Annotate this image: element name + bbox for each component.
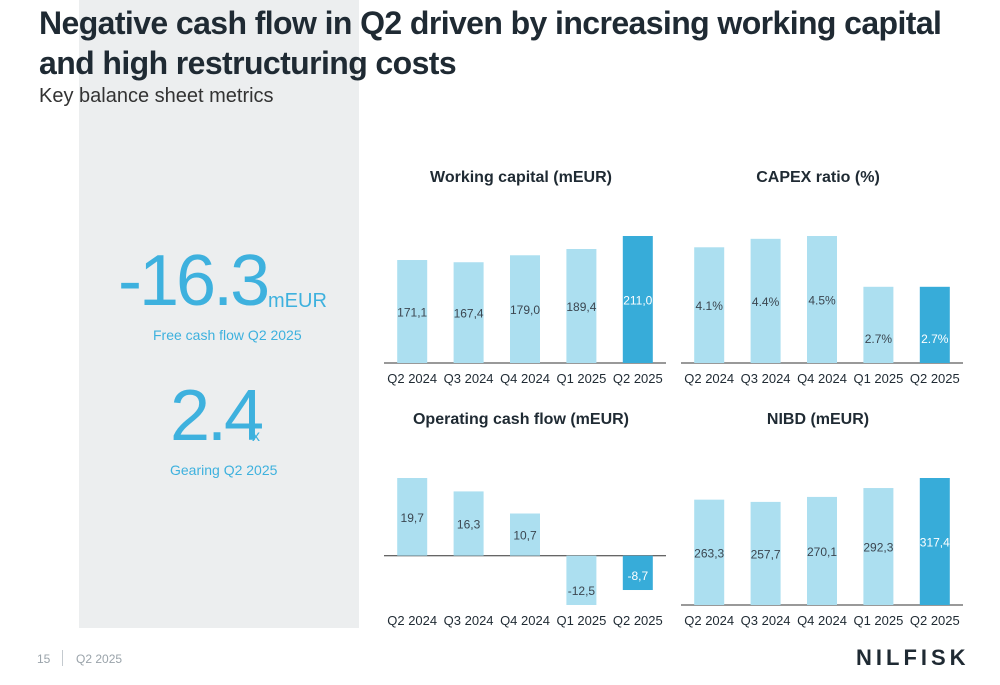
kpi-background-panel [79, 0, 359, 628]
x-tick-label: Q4 2024 [797, 371, 847, 386]
x-tick-label: Q4 2024 [500, 613, 550, 628]
data-label: -12,5 [568, 584, 596, 598]
bar-q2-2024 [694, 499, 725, 605]
chart-title: CAPEX ratio (%) [756, 169, 880, 186]
data-label: 10,7 [513, 529, 537, 543]
bar-q1-2025 [566, 555, 597, 605]
data-label: 19,7 [401, 511, 425, 525]
chart-title: NIBD (mEUR) [767, 411, 869, 428]
x-tick-label: Q2 2025 [910, 613, 960, 628]
free-cash-flow-value: -16.3 [118, 241, 270, 321]
data-label: 317,4 [920, 536, 950, 550]
data-label: 167,4 [454, 307, 484, 321]
bar-q2-2025 [622, 236, 653, 363]
bar-q2-2025 [622, 555, 653, 591]
chart-title: Working capital (mEUR) [430, 169, 612, 186]
x-tick-label: Q2 2025 [613, 371, 663, 386]
operating-cash-flow-chart: Operating cash flow (mEUR) 19,7 Q2 2024 16,… [384, 411, 666, 628]
bar-q1-2025 [863, 286, 894, 363]
bar-q2-2025 [919, 286, 950, 363]
bar-q1-2025 [566, 249, 597, 363]
x-tick-label: Q3 2024 [741, 613, 791, 628]
data-label: 189,4 [566, 300, 596, 314]
capex-ratio-chart: CAPEX ratio (%) 4.1% Q2 2024 4.4% Q3 2024 4.5… [681, 169, 963, 386]
data-label: 171,1 [397, 306, 427, 320]
free-cash-flow-unit: mEUR [268, 290, 327, 312]
data-label: 4.1% [696, 299, 724, 313]
x-tick-label: Q3 2024 [444, 371, 494, 386]
x-tick-label: Q2 2024 [387, 613, 437, 628]
x-tick-label: Q2 2024 [387, 371, 437, 386]
x-tick-label: Q2 2025 [613, 613, 663, 628]
data-label: 2.7% [865, 332, 893, 346]
x-tick-label: Q2 2024 [684, 613, 734, 628]
x-tick-label: Q1 2025 [853, 371, 903, 386]
x-tick-label: Q4 2024 [500, 371, 550, 386]
bar-q3-2024 [453, 262, 484, 363]
x-tick-label: Q4 2024 [797, 613, 847, 628]
bar-q2-2024 [397, 478, 428, 556]
x-tick-label: Q2 2025 [910, 371, 960, 386]
data-label: 4.4% [752, 295, 780, 309]
x-tick-label: Q1 2025 [556, 613, 606, 628]
bar-q4-2024 [510, 513, 540, 556]
nilfisk-logo: NILFISK [856, 645, 970, 670]
bar-q3-2024 [453, 491, 484, 556]
data-label: 270,1 [807, 545, 837, 559]
nibd-chart: NIBD (mEUR) 263,3 Q2 2024 257,7 Q3 2024 270,1… [681, 411, 963, 628]
x-tick-label: Q3 2024 [444, 613, 494, 628]
bar-q2-2024 [397, 260, 428, 363]
free-cash-flow-label: Free cash flow Q2 2025 [153, 327, 302, 343]
x-tick-label: Q2 2024 [684, 371, 734, 386]
bar-q2-2025 [919, 478, 950, 605]
slide-subtitle: Key balance sheet metrics [39, 85, 274, 107]
data-label: 257,7 [751, 547, 781, 561]
bar-q4-2024 [807, 496, 837, 605]
footer-period: Q2 2025 [76, 652, 123, 666]
bar-q4-2024 [510, 255, 540, 363]
x-tick-label: Q3 2024 [741, 371, 791, 386]
data-label: -8,7 [627, 569, 648, 583]
data-label: 2.7% [921, 332, 949, 346]
bar-q3-2024 [750, 501, 781, 605]
working-capital-chart: Working capital (mEUR) 171,1 Q2 2024 167,4 Q… [384, 169, 666, 386]
slide-title: Negative cash flow in Q2 driven by incre… [39, 5, 942, 81]
gearing-value: 2.4 [170, 376, 264, 456]
chart-title: Operating cash flow (mEUR) [413, 411, 629, 428]
data-label: 292,3 [863, 541, 893, 555]
footer-divider [62, 650, 63, 666]
gearing-unit: x [252, 428, 260, 445]
data-label: 16,3 [457, 518, 481, 532]
data-label: 263,3 [694, 546, 724, 560]
data-label: 179,0 [510, 303, 540, 317]
x-tick-label: Q1 2025 [556, 371, 606, 386]
bar-q4-2024 [807, 236, 837, 363]
page-number: 15 [37, 652, 51, 666]
data-label: 4.5% [808, 294, 836, 308]
bar-q2-2024 [694, 247, 725, 363]
x-tick-label: Q1 2025 [853, 613, 903, 628]
bar-q1-2025 [863, 488, 894, 605]
gearing-label: Gearing Q2 2025 [170, 462, 278, 478]
data-label: 211,0 [623, 294, 652, 308]
bar-q3-2024 [750, 238, 781, 363]
